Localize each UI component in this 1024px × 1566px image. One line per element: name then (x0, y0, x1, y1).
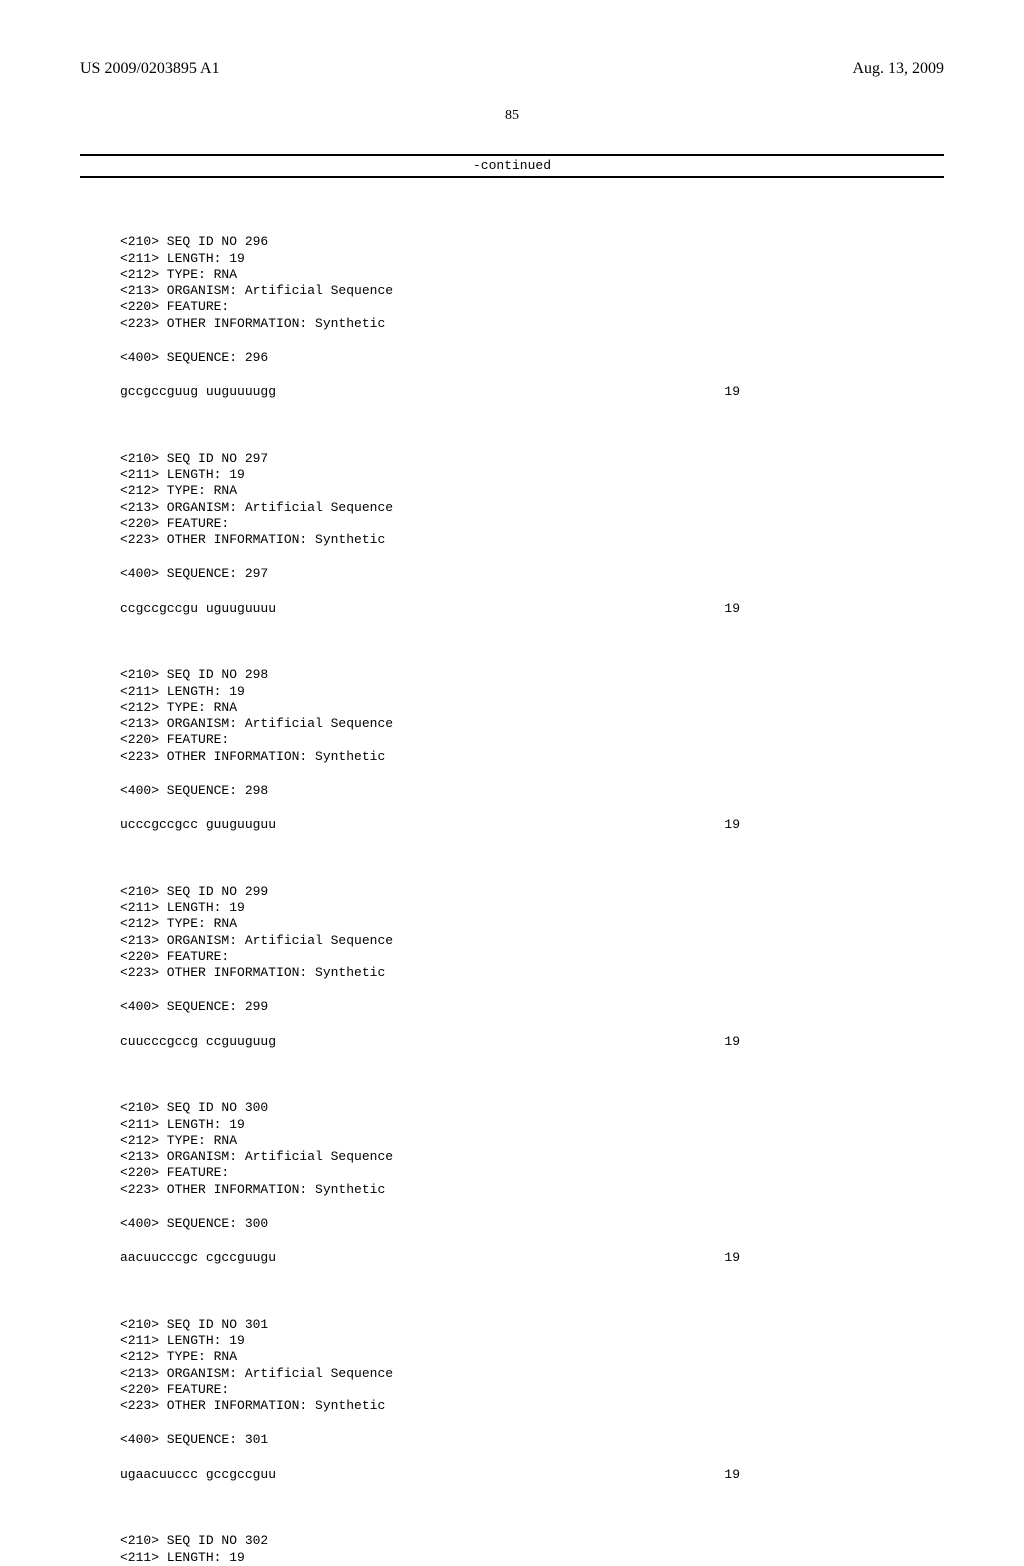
seq-sequence-label: <400> SEQUENCE: 300 (120, 1216, 944, 1232)
publication-date: Aug. 13, 2009 (852, 60, 944, 78)
sequence-listing: <210> SEQ ID NO 296 <211> LENGTH: 19 <21… (120, 218, 944, 1566)
seq-length-right: 19 (724, 1250, 740, 1266)
seq-row: ugaacuuccc gccgccguu 19 (120, 1467, 740, 1483)
seq-sequence-label: <400> SEQUENCE: 299 (120, 999, 944, 1015)
seq-string: ccgccgccgu uguuguuuu (120, 601, 276, 617)
seq-header-block: <210> SEQ ID NO 300 <211> LENGTH: 19 <21… (120, 1100, 944, 1198)
seq-row: aacuucccgc cgccguugu 19 (120, 1250, 740, 1266)
seq-length-right: 19 (724, 1467, 740, 1483)
page-number: 85 (80, 108, 944, 124)
seq-length-right: 19 (724, 1034, 740, 1050)
seq-length-right: 19 (724, 817, 740, 833)
seq-header-block: <210> SEQ ID NO 299 <211> LENGTH: 19 <21… (120, 884, 944, 982)
continued-label: -continued (80, 154, 944, 178)
seq-header-block: <210> SEQ ID NO 301 <211> LENGTH: 19 <21… (120, 1317, 944, 1415)
seq-length-right: 19 (724, 601, 740, 617)
page-header: US 2009/0203895 A1 Aug. 13, 2009 (80, 60, 944, 78)
seq-string: cuucccgccg ccguuguug (120, 1034, 276, 1050)
seq-string: ugaacuuccc gccgccguu (120, 1467, 276, 1483)
seq-string: aacuucccgc cgccguugu (120, 1250, 276, 1266)
seq-sequence-label: <400> SEQUENCE: 297 (120, 566, 944, 582)
seq-row: ucccgccgcc guuguuguu 19 (120, 817, 740, 833)
publication-number: US 2009/0203895 A1 (80, 60, 220, 78)
page-container: US 2009/0203895 A1 Aug. 13, 2009 85 -con… (0, 0, 1024, 1320)
seq-header-block: <210> SEQ ID NO 298 <211> LENGTH: 19 <21… (120, 667, 944, 765)
seq-sequence-label: <400> SEQUENCE: 301 (120, 1432, 944, 1448)
seq-row: gccgccguug uuguuuugg 19 (120, 384, 740, 400)
seq-header-block-partial: <210> SEQ ID NO 302 <211> LENGTH: 19 (120, 1533, 944, 1566)
seq-row: cuucccgccg ccguuguug 19 (120, 1034, 740, 1050)
seq-header-block: <210> SEQ ID NO 297 <211> LENGTH: 19 <21… (120, 451, 944, 549)
seq-string: ucccgccgcc guuguuguu (120, 817, 276, 833)
seq-string: gccgccguug uuguuuugg (120, 384, 276, 400)
seq-length-right: 19 (724, 384, 740, 400)
seq-header-block: <210> SEQ ID NO 296 <211> LENGTH: 19 <21… (120, 234, 944, 332)
seq-sequence-label: <400> SEQUENCE: 296 (120, 350, 944, 366)
seq-row: ccgccgccgu uguuguuuu 19 (120, 601, 740, 617)
seq-sequence-label: <400> SEQUENCE: 298 (120, 783, 944, 799)
